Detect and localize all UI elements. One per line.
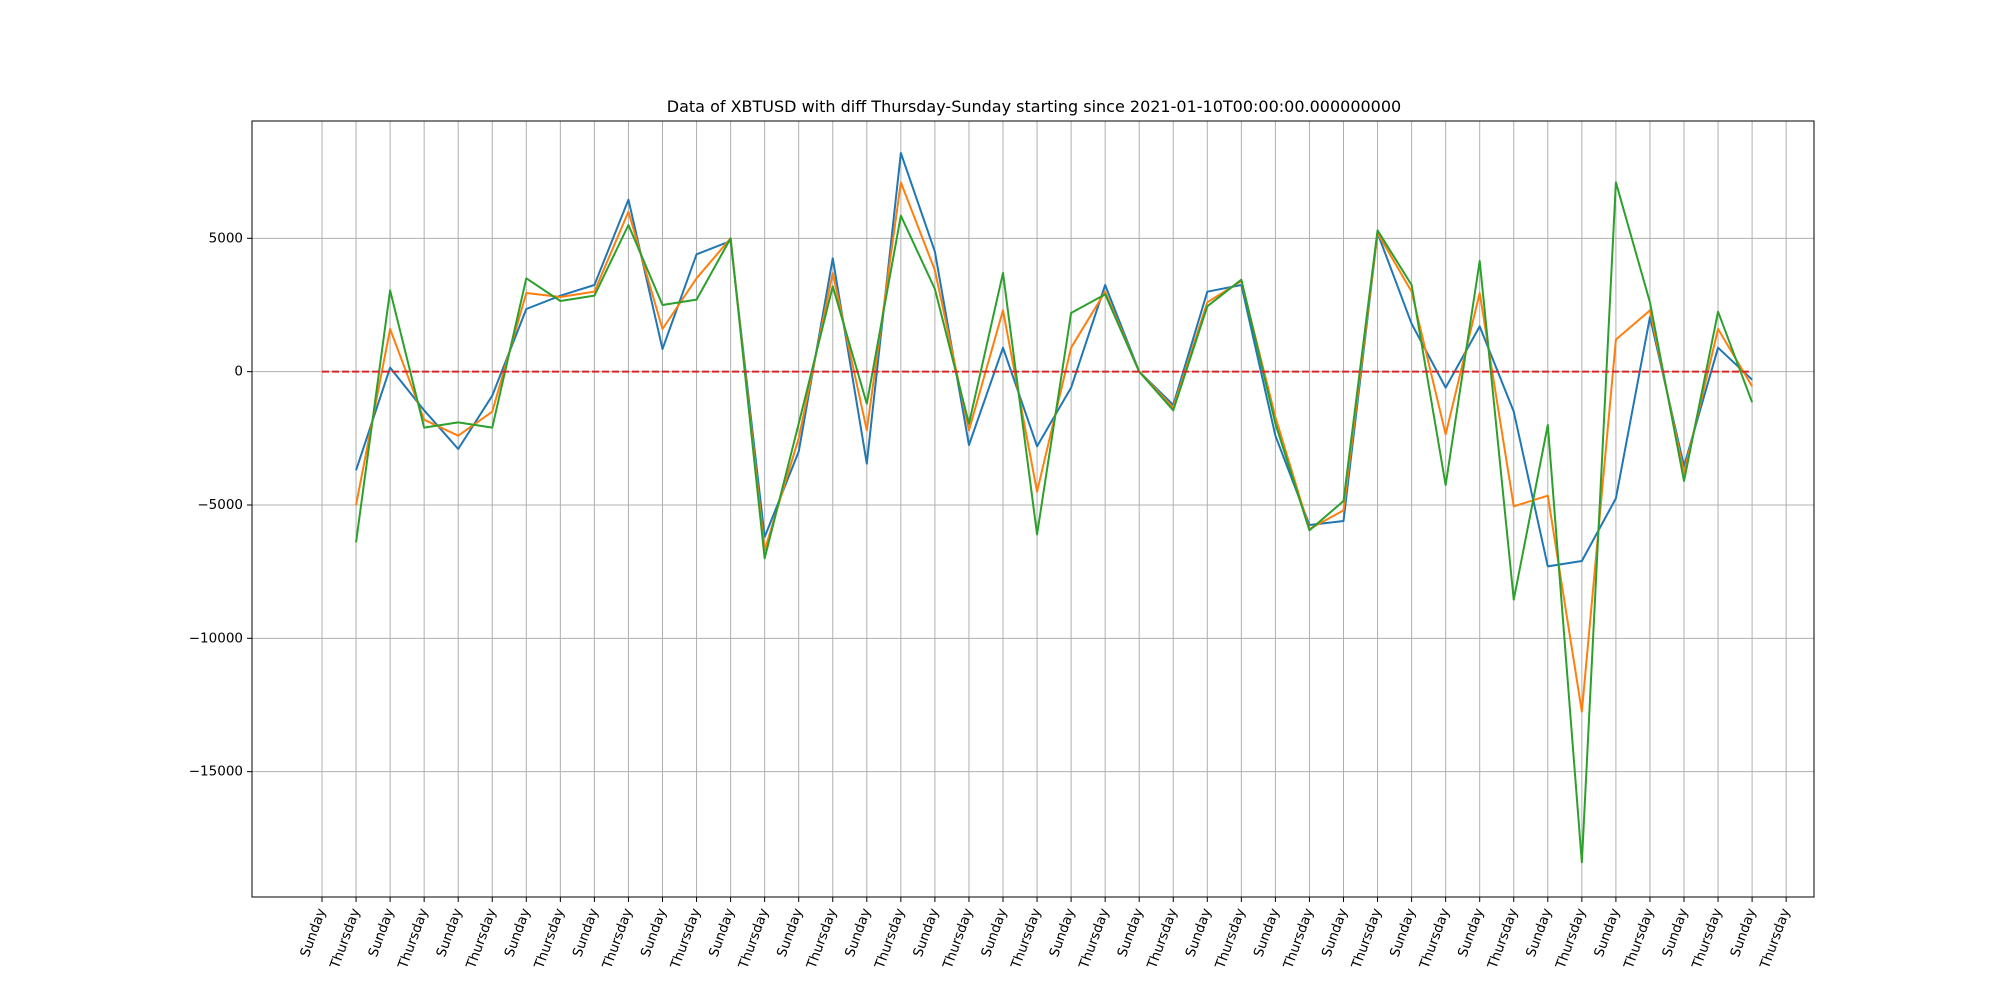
y-tick-label: −10000 bbox=[189, 630, 243, 646]
x-gridlines bbox=[321, 121, 1787, 897]
y-tick-label: −5000 bbox=[197, 497, 243, 513]
series-line-3 bbox=[355, 181, 1754, 864]
plot-frame bbox=[251, 120, 1815, 898]
series-lines bbox=[322, 152, 1754, 864]
y-tick-label: −15000 bbox=[189, 764, 243, 780]
chart-title: Data of XBTUSD with diff Thursday-Sunday… bbox=[667, 97, 1401, 116]
y-axis-ticks: 5000 0 −5000 −10000 −15000 bbox=[189, 230, 252, 780]
y-tick-label: 5000 bbox=[209, 230, 243, 246]
y-tick-label: 0 bbox=[234, 364, 243, 380]
